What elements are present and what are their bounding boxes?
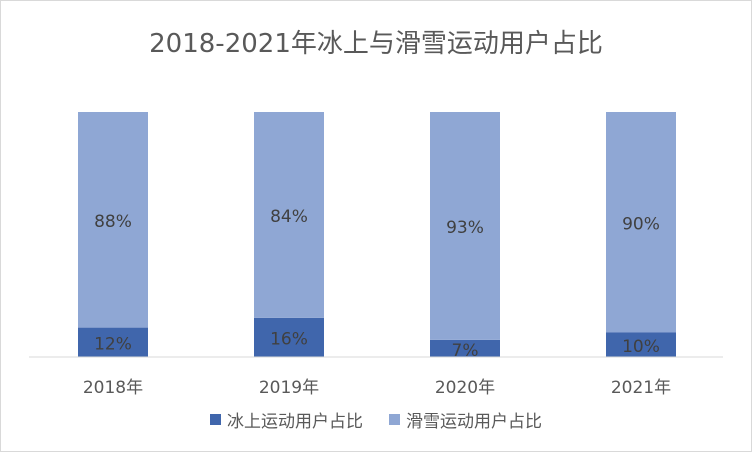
data-label-ski-2: 93% xyxy=(446,218,484,238)
legend-label-ice: 冰上运动用户占比 xyxy=(227,412,363,432)
legend: 冰上运动用户占比 滑雪运动用户占比 xyxy=(1,407,751,432)
x-tick-label-0: 2018年 xyxy=(83,378,143,398)
data-label-ice-2: 7% xyxy=(452,341,479,361)
bar-ski-0 xyxy=(78,112,148,328)
bar-ski-1 xyxy=(254,112,324,318)
bar-ice-3 xyxy=(606,332,676,357)
x-tick-labels: 2018年 2019年 2020年 2021年 xyxy=(83,378,671,398)
data-label-ice-3: 10% xyxy=(622,337,660,357)
bar-chart: 12%88%16%84%7%93%10%90% 2018年 2019年 2020年 2… xyxy=(29,112,723,398)
chart-title: 2018-2021年冰上与滑雪运动用户占比 xyxy=(149,29,603,59)
bar-ski-3 xyxy=(606,112,676,333)
x-tick-label-2: 2020年 xyxy=(435,378,495,398)
data-label-ski-1: 84% xyxy=(270,207,308,227)
legend-label-ski: 滑雪运动用户占比 xyxy=(406,412,542,432)
data-label-ice-1: 16% xyxy=(270,329,308,349)
data-label-ski-3: 90% xyxy=(622,214,660,234)
bar-ice-2 xyxy=(430,339,500,357)
legend-item-ice: 冰上运动用户占比 xyxy=(210,407,363,432)
x-tick-label-3: 2021年 xyxy=(611,378,671,398)
x-tick-label-1: 2019年 xyxy=(259,378,319,398)
data-label-ice-0: 12% xyxy=(94,334,132,354)
bar-ice-0 xyxy=(78,327,148,357)
data-label-ski-0: 88% xyxy=(94,212,132,232)
legend-item-ski: 滑雪运动用户占比 xyxy=(389,407,542,432)
legend-swatch-ski xyxy=(389,414,400,425)
bar-ski-2 xyxy=(430,112,500,340)
legend-swatch-ice xyxy=(210,414,221,425)
bars-group: 12% 88% 16% 84% 7% 93% 10% 90% xyxy=(78,112,676,361)
bar-ice-1 xyxy=(254,317,324,357)
